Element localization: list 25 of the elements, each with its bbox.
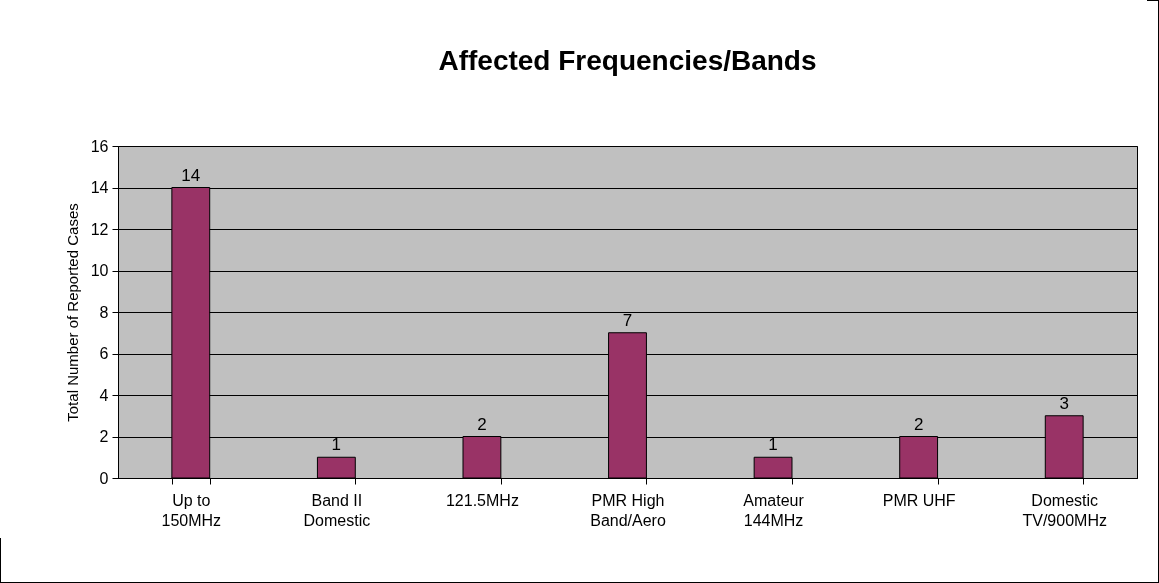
chart-title: Affected Frequencies/Bands (438, 45, 817, 76)
data-label: 1 (768, 435, 778, 455)
data-label: 2 (477, 414, 487, 434)
x-tick-label: Up to 150MHz (161, 491, 222, 529)
y-tick-label: 0 (99, 469, 109, 487)
y-tick-label: 12 (90, 220, 109, 238)
y-tick-label: 10 (90, 262, 109, 279)
y-tick-label: 14 (90, 179, 109, 196)
y-tick-label: 4 (99, 386, 109, 404)
data-label: 3 (1059, 393, 1069, 413)
data-label: 1 (331, 435, 342, 455)
data-label: 2 (913, 414, 924, 434)
y-tick-label: 8 (99, 303, 109, 321)
y-tick-label: 6 (99, 345, 109, 362)
x-tick-label: PMR UHF (882, 491, 956, 509)
y-tick-label: 2 (99, 428, 109, 445)
y-axis-title: Total Number of Reported Cases (63, 203, 81, 422)
data-label: 7 (622, 310, 633, 330)
x-tick-label: Band II Domestic (303, 491, 371, 529)
y-tick-label: 16 (90, 137, 109, 155)
x-tick-label: 121.5MHz (445, 491, 519, 509)
data-label: 14 (181, 165, 201, 185)
x-tick-label: Amateur 144MHz (743, 491, 805, 529)
x-tick-label: Domestic TV/900MHz (1022, 491, 1107, 529)
x-tick-label: PMR High Band/Aero (590, 491, 666, 529)
